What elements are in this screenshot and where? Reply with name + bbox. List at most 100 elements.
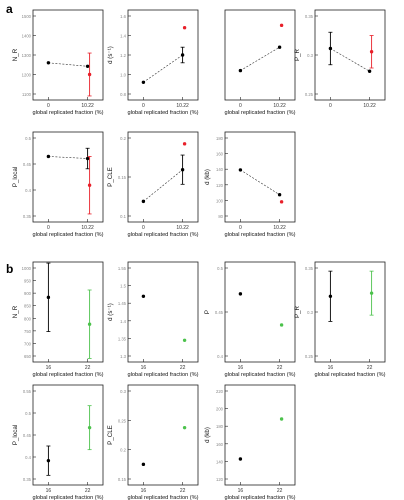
y-tick-label: 0.25 bbox=[305, 92, 314, 97]
y-tick-label: 0.3 bbox=[307, 53, 313, 58]
y-axis-label: N_R bbox=[12, 48, 19, 61]
y-tick-label: 100 bbox=[216, 198, 224, 203]
x-tick-label: 16 bbox=[46, 488, 52, 494]
y-tick-label: 0.45 bbox=[23, 433, 32, 438]
x-axis-label: global replicated fraction (%) bbox=[128, 372, 199, 378]
data-point-black bbox=[328, 294, 333, 298]
y-tick-label: 180 bbox=[216, 136, 224, 141]
y-tick-label: 140 bbox=[216, 167, 224, 172]
x-axis-label: global replicated fraction (%) bbox=[225, 372, 296, 378]
data-point-black bbox=[141, 462, 146, 467]
data-point-black bbox=[85, 64, 90, 69]
y-tick-label: 0.3 bbox=[307, 310, 313, 315]
trend-line bbox=[48, 156, 88, 159]
y-tick-label: 120 bbox=[216, 477, 224, 482]
y-tick-label: 0.5 bbox=[25, 136, 31, 141]
x-tick-label: 22 bbox=[277, 488, 283, 494]
y-tick-label: 750 bbox=[24, 329, 32, 334]
y-tick-label: 0.45 bbox=[23, 162, 32, 167]
y-tick-label: 1.4 bbox=[120, 319, 126, 324]
x-tick-label: 16 bbox=[328, 365, 334, 371]
data-point-green bbox=[369, 291, 374, 295]
y-tick-label: 0.4 bbox=[25, 455, 31, 460]
y-tick-label: 180 bbox=[216, 424, 224, 429]
y-axis-label: d (s⁻¹) bbox=[107, 303, 114, 321]
y-tick-label: 160 bbox=[216, 442, 224, 447]
data-point-black bbox=[141, 199, 146, 204]
plot-frame bbox=[32, 9, 104, 101]
data-point-black bbox=[46, 458, 51, 463]
x-tick-label: 0 bbox=[47, 103, 50, 109]
y-tick-label: 160 bbox=[216, 152, 224, 157]
data-point-black bbox=[367, 69, 372, 73]
y-tick-label: 220 bbox=[216, 389, 224, 394]
x-tick-label: 22 bbox=[180, 365, 186, 371]
data-point-green bbox=[87, 322, 92, 326]
panel-a-label: a bbox=[6, 2, 13, 16]
plot-frame bbox=[127, 9, 199, 101]
trend-line bbox=[143, 54, 183, 83]
y-tick-label: 1.2 bbox=[120, 53, 126, 58]
x-tick-label: 0 bbox=[239, 103, 242, 109]
y-tick-label: 1.4 bbox=[120, 34, 126, 39]
x-axis-label: global replicated fraction (%) bbox=[225, 232, 296, 238]
x-axis-label: global replicated fraction (%) bbox=[128, 495, 199, 500]
chart-a4: 0.35 0.3 0.25 0 10.22 P_R bbox=[294, 9, 386, 109]
x-tick-label: 22 bbox=[85, 365, 91, 371]
data-point-red bbox=[279, 23, 284, 28]
y-tick-label: 1000 bbox=[22, 266, 32, 271]
x-tick-label: 10.22 bbox=[273, 103, 286, 109]
y-tick-label: 1500 bbox=[22, 14, 32, 19]
x-axis-label: global replicated fraction (%) bbox=[128, 110, 199, 116]
y-tick-label: 0.35 bbox=[23, 214, 32, 219]
data-point-black bbox=[328, 46, 333, 51]
y-axis-label: P_R bbox=[294, 48, 301, 61]
data-point-black bbox=[180, 53, 185, 57]
x-tick-label: 0 bbox=[329, 103, 332, 109]
y-tick-label: 1400 bbox=[22, 34, 32, 39]
y-tick-label: 0.3 bbox=[120, 389, 126, 394]
y-tick-label: 900 bbox=[24, 291, 32, 296]
data-point-black bbox=[46, 154, 51, 159]
y-tick-label: 0.35 bbox=[305, 266, 314, 271]
y-tick-label: 0.55 bbox=[23, 389, 32, 394]
x-tick-label: 10.22 bbox=[81, 225, 94, 231]
data-point-black bbox=[238, 457, 243, 461]
data-point-red bbox=[87, 72, 92, 77]
x-axis-label: global replicated fraction (%) bbox=[225, 495, 296, 500]
data-point-green bbox=[182, 338, 187, 342]
data-point-black bbox=[85, 156, 90, 161]
y-tick-label: 1100 bbox=[22, 92, 32, 97]
plot-frame bbox=[224, 261, 296, 363]
y-tick-label: 0.2 bbox=[120, 448, 126, 453]
y-tick-label: 1.45 bbox=[118, 301, 127, 306]
y-axis-label: d (kb) bbox=[204, 427, 211, 443]
y-axis-label: d (s⁻¹) bbox=[107, 46, 114, 64]
y-axis-label: P_CLE bbox=[107, 425, 114, 445]
x-axis-label: global replicated fraction (%) bbox=[225, 110, 296, 116]
x-axis-label: global replicated fraction (%) bbox=[33, 232, 104, 238]
y-tick-label: 0.25 bbox=[118, 418, 127, 423]
y-tick-label: 1300 bbox=[22, 53, 32, 58]
trend-line bbox=[48, 62, 88, 67]
y-axis-label: P bbox=[204, 310, 211, 314]
data-point-green bbox=[279, 417, 284, 421]
x-tick-label: 0 bbox=[142, 103, 145, 109]
y-tick-label: 0.2 bbox=[120, 136, 126, 141]
x-tick-label: 0 bbox=[239, 225, 242, 231]
y-tick-label: 140 bbox=[216, 459, 224, 464]
plot-frame bbox=[224, 9, 296, 101]
y-tick-label: 0.15 bbox=[118, 175, 127, 180]
x-axis-label: global replicated fraction (%) bbox=[128, 232, 199, 238]
y-tick-label: 0.35 bbox=[23, 477, 32, 482]
